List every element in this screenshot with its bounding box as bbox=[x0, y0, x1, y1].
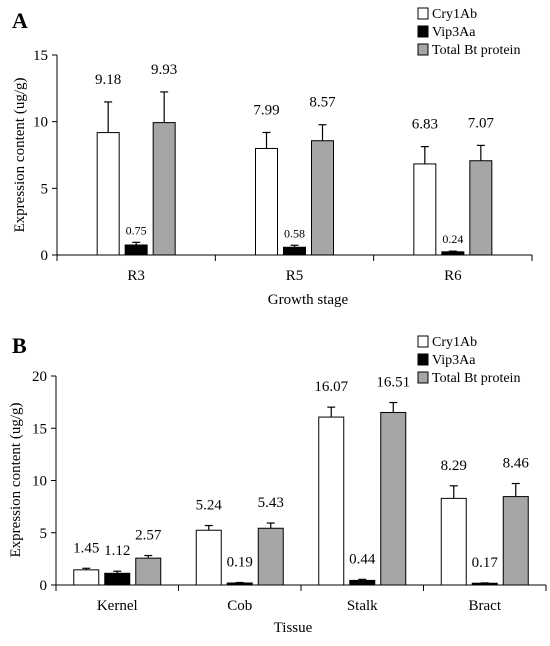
legend: Cry1Ab Vip3Aa Total Bt protein bbox=[417, 335, 520, 386]
panel-letter: A bbox=[12, 8, 28, 33]
data-label: 7.07 bbox=[468, 115, 495, 131]
bar bbox=[96, 132, 120, 256]
x-tick-label: R5 bbox=[286, 268, 304, 284]
bar bbox=[135, 557, 162, 586]
data-label: 1.45 bbox=[73, 540, 99, 556]
legend: Cry1Ab Vip3Aa Total Bt protein bbox=[417, 7, 520, 58]
y-axis-title: Expression content (ug/g) bbox=[8, 403, 24, 558]
data-label: 0.17 bbox=[472, 555, 499, 571]
x-axis-title: Growth stage bbox=[268, 292, 349, 308]
bar bbox=[152, 122, 176, 256]
y-tick-label: 5 bbox=[41, 181, 49, 197]
data-label: 0.58 bbox=[284, 226, 305, 240]
y-tick-label: 15 bbox=[33, 48, 48, 64]
bar bbox=[283, 246, 306, 256]
plot-area: 1.45 1.12 2.57 5.24 0.19 5.43 16.07 0.44 16.51 8.… bbox=[73, 375, 530, 586]
legend-label: Cry1Ab bbox=[432, 335, 477, 350]
legend-swatch bbox=[417, 7, 429, 20]
data-label: 0.75 bbox=[126, 223, 147, 237]
data-label: 8.57 bbox=[309, 95, 336, 111]
x-axis-title: Tissue bbox=[274, 620, 313, 636]
y-tick-label: 0 bbox=[40, 578, 48, 594]
data-label: 16.07 bbox=[314, 379, 348, 395]
y-tick-label: 10 bbox=[33, 115, 48, 131]
bar bbox=[318, 416, 345, 586]
panel-letter: B bbox=[12, 333, 27, 358]
bar bbox=[226, 582, 253, 586]
bar bbox=[255, 147, 278, 256]
legend-label: Vip3Aa bbox=[432, 353, 476, 368]
data-label: 9.93 bbox=[151, 62, 177, 78]
data-label: 0.44 bbox=[349, 551, 376, 567]
legend-label: Total Bt protein bbox=[432, 43, 520, 58]
bar bbox=[124, 244, 148, 256]
legend-swatch bbox=[417, 353, 429, 366]
data-label: 5.24 bbox=[196, 498, 223, 514]
y-tick-label: 0 bbox=[41, 248, 49, 264]
data-label: 2.57 bbox=[135, 528, 162, 544]
x-tick-label: R3 bbox=[127, 268, 145, 284]
data-label: 7.99 bbox=[253, 102, 279, 118]
y-axis-title: Expression content (ug/g) bbox=[12, 78, 28, 233]
data-label: 0.19 bbox=[227, 554, 253, 570]
bar bbox=[104, 572, 131, 586]
bar bbox=[311, 140, 334, 256]
x-tick-label: R6 bbox=[444, 268, 462, 284]
x-tick-label: Bract bbox=[469, 598, 502, 614]
legend-swatch bbox=[417, 43, 429, 56]
bar bbox=[73, 569, 100, 586]
data-label: 8.46 bbox=[503, 456, 530, 472]
plot-area: 9.18 0.75 9.93 7.99 0.58 8.57 6.83 0.24 7.07 bbox=[95, 62, 495, 256]
legend-swatch bbox=[417, 25, 429, 38]
legend-label: Total Bt protein bbox=[432, 371, 520, 386]
x-tick-label: Cob bbox=[227, 598, 252, 614]
data-label: 8.29 bbox=[441, 458, 467, 474]
y-tick-label: 10 bbox=[32, 474, 47, 490]
bar bbox=[469, 160, 493, 256]
legend-label: Cry1Ab bbox=[432, 7, 477, 22]
y-tick-label: 15 bbox=[32, 421, 47, 437]
bar bbox=[441, 251, 465, 256]
data-label: 1.12 bbox=[104, 543, 130, 559]
bar bbox=[380, 411, 407, 586]
bar bbox=[195, 529, 222, 586]
bar bbox=[502, 496, 529, 586]
y-tick-label: 5 bbox=[40, 526, 48, 542]
legend-swatch bbox=[417, 371, 429, 384]
chart-panel-b: B Tissue Expression content (ug/g) 0 5 10 1… bbox=[8, 333, 547, 636]
chart-panel-a: A Growth stage Expression content (ug/g)… bbox=[12, 7, 533, 308]
bar bbox=[413, 163, 437, 256]
bar bbox=[257, 527, 284, 586]
data-label: 16.51 bbox=[376, 375, 410, 391]
x-tick-label: Stalk bbox=[347, 598, 378, 614]
y-tick-label: 20 bbox=[32, 369, 47, 385]
legend-swatch bbox=[417, 335, 429, 348]
data-label: 9.18 bbox=[95, 72, 121, 88]
legend-label: Vip3Aa bbox=[432, 25, 476, 40]
data-label: 0.24 bbox=[442, 232, 463, 246]
x-tick-label: Kernel bbox=[97, 598, 138, 614]
data-label: 6.83 bbox=[412, 117, 438, 133]
bar bbox=[349, 579, 376, 586]
bar bbox=[440, 497, 467, 586]
data-label: 5.43 bbox=[258, 495, 284, 511]
